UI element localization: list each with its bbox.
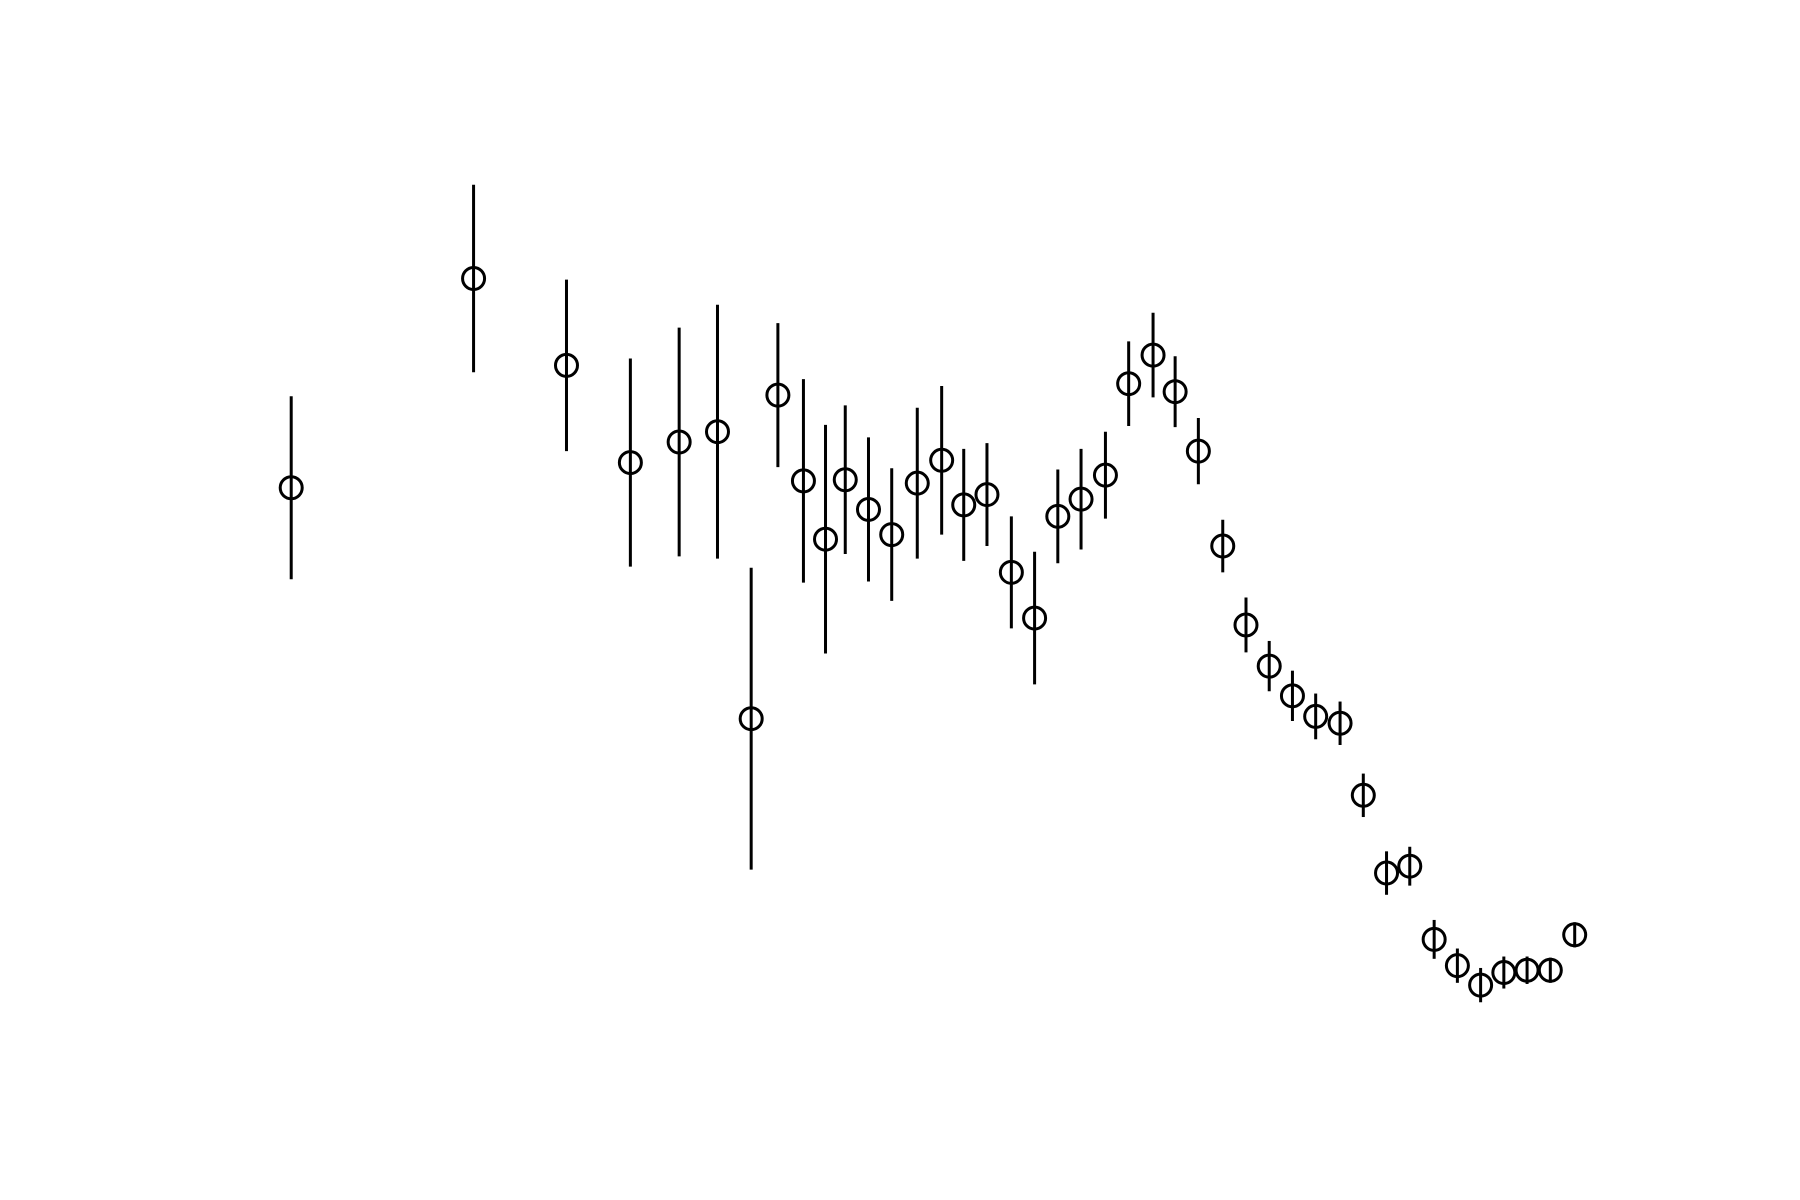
data-point [1116,371,1142,397]
data-point [1327,710,1353,736]
data-point [929,447,955,473]
data-point [832,467,858,493]
data-point [553,352,579,378]
data-point [704,419,730,445]
data-point [1303,703,1329,729]
data-point [1374,860,1400,886]
data-point [1256,653,1282,679]
data-point [1140,342,1166,368]
data-point [1350,782,1376,808]
data-point [666,429,692,455]
data-point [974,482,1000,508]
data-point [1421,926,1447,952]
data-point [1045,503,1071,529]
data-point [855,496,881,522]
data-point [1562,922,1588,948]
data-point [765,382,791,408]
data-point [879,522,905,548]
data-point [1092,462,1118,488]
data-point [904,470,930,496]
data-point [461,265,487,291]
data-point [790,468,816,494]
data-point [1233,612,1259,638]
data-point [1210,533,1236,559]
data-point [813,526,839,552]
data-point [1468,972,1494,998]
data-point [1185,438,1211,464]
data-point [1022,605,1048,631]
data-point [1537,957,1563,983]
data-point [998,559,1024,585]
data-point [951,492,977,518]
data-point [278,475,304,501]
data-point [1397,853,1423,879]
data-point [1444,953,1470,979]
data-point [1279,683,1305,709]
data-point [1068,486,1094,512]
data-point [617,450,643,476]
data-point [1162,379,1188,405]
data-point [738,706,764,732]
